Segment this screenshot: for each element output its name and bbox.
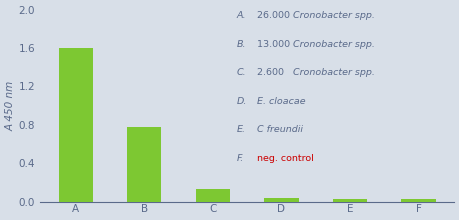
Bar — [59, 48, 93, 202]
Text: 2.600: 2.600 — [257, 68, 287, 77]
Bar — [400, 199, 435, 202]
Text: E.: E. — [236, 125, 245, 134]
Text: D.: D. — [236, 97, 246, 106]
Text: 13.000: 13.000 — [257, 40, 293, 49]
Text: F.: F. — [236, 154, 243, 163]
Text: C freundii: C freundii — [257, 125, 303, 134]
Text: Cronobacter spp.: Cronobacter spp. — [292, 11, 374, 20]
Text: neg. control: neg. control — [257, 154, 313, 163]
Bar — [127, 127, 161, 202]
Bar — [332, 199, 366, 202]
Text: Cronobacter spp.: Cronobacter spp. — [292, 40, 374, 49]
Text: E. cloacae: E. cloacae — [257, 97, 305, 106]
Text: C.: C. — [236, 68, 246, 77]
Bar — [263, 198, 298, 202]
Y-axis label: A 450 nm: A 450 nm — [6, 81, 16, 131]
Text: B.: B. — [236, 40, 246, 49]
Text: 26.000: 26.000 — [257, 11, 293, 20]
Text: Cronobacter spp.: Cronobacter spp. — [292, 68, 374, 77]
Bar — [196, 189, 230, 202]
Text: A.: A. — [236, 11, 246, 20]
